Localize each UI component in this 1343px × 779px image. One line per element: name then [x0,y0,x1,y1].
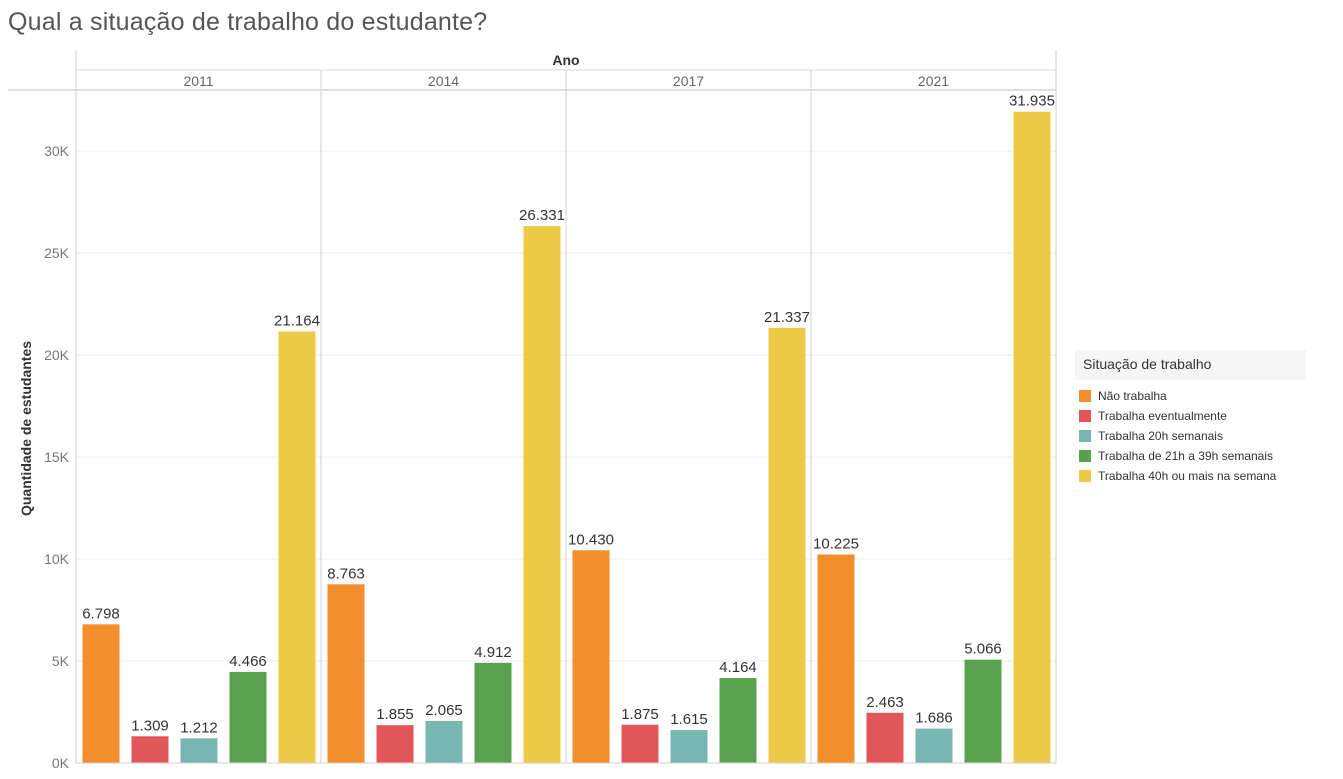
bar [1013,111,1051,763]
bar [376,725,414,763]
bar [229,671,267,763]
legend-title: Situação de trabalho [1075,350,1306,380]
data-label: 1.212 [180,719,218,736]
bar [180,738,218,763]
legend-item[interactable]: Trabalha eventualmente [1075,406,1306,426]
data-label: 31.935 [1009,93,1055,110]
data-label: 1.686 [915,710,953,727]
data-label: 10.225 [813,535,859,552]
data-label: 4.466 [229,653,267,670]
bar [572,550,610,763]
bar [964,659,1002,763]
chart-title: Qual a situação de trabalho do estudante… [8,8,488,36]
y-tick-label: 5K [52,653,70,669]
data-label: 1.855 [376,706,414,723]
bar [621,724,659,763]
data-label: 1.615 [670,711,708,728]
data-label: 6.798 [82,605,120,622]
legend-swatch [1079,470,1091,482]
legend-item[interactable]: Não trabalha [1075,386,1306,406]
legend: Situação de trabalho Não trabalha Trabalh… [1075,350,1306,486]
category-label: 2017 [673,73,704,89]
legend-swatch [1079,450,1091,462]
legend-item[interactable]: Trabalha de 21h a 39h semanais [1075,446,1306,466]
legend-label: Trabalha 40h ou mais na semana [1098,469,1277,483]
bar [866,712,904,763]
data-label: 2.065 [425,702,463,719]
legend-swatch [1079,390,1091,402]
bar [768,327,806,763]
bar [719,678,757,763]
legend-swatch [1079,410,1091,422]
data-label: 26.331 [519,207,565,224]
legend-label: Trabalha de 21h a 39h semanais [1098,449,1274,463]
y-tick-label: 30K [44,143,70,159]
column-header: Ano [552,52,579,68]
bar [523,226,561,763]
y-axis-label: Quantidade de estudantes [18,341,34,516]
bar [670,730,708,763]
y-tick-label: 10K [44,551,70,567]
data-label: 4.164 [719,659,757,676]
data-label: 1.309 [131,717,169,734]
legend-item[interactable]: Trabalha 20h semanais [1075,426,1306,446]
legend-items: Não trabalha Trabalha eventualmente Trabal… [1075,386,1306,486]
legend-label: Não trabalha [1098,389,1167,403]
data-label: 8.763 [327,565,365,582]
bar [327,584,365,763]
bar [82,624,120,763]
bar [915,728,953,763]
legend-swatch [1079,430,1091,442]
y-tick-label: 20K [44,347,70,363]
y-tick-label: 25K [44,245,70,261]
bar [425,720,463,763]
legend-label: Trabalha eventualmente [1098,409,1227,423]
bar [817,554,855,763]
data-label: 5.066 [964,641,1002,658]
bar [474,662,512,763]
data-label: 1.875 [621,706,659,723]
legend-label: Trabalha 20h semanais [1098,429,1223,443]
data-label: 4.912 [474,644,512,661]
category-label: 2011 [183,73,213,89]
bar [131,736,169,763]
category-label: 2021 [918,73,949,89]
data-label: 21.337 [764,309,810,326]
category-label: 2014 [428,73,459,89]
legend-item[interactable]: Trabalha 40h ou mais na semana [1075,466,1306,486]
bar [278,331,316,763]
y-tick-label: 15K [44,449,70,465]
data-label: 21.164 [274,312,320,329]
y-tick-label: 0K [52,755,70,771]
data-label: 2.463 [866,694,904,711]
data-label: 10.430 [568,531,614,548]
